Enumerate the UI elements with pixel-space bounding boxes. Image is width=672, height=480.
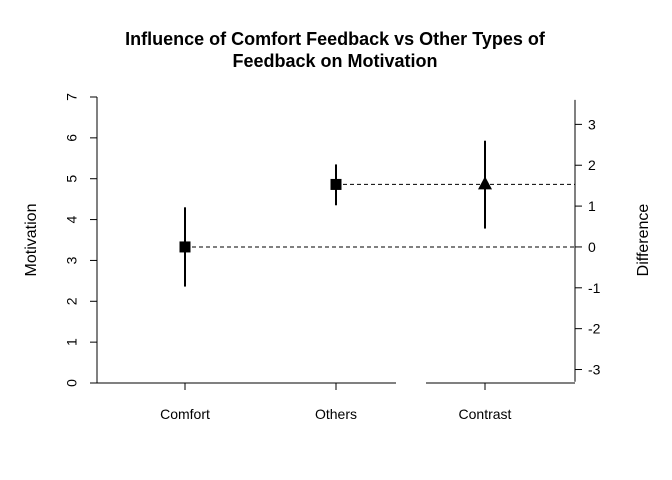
difference-marker-contrast [478, 176, 492, 190]
y2-tick-label: 3 [588, 116, 596, 132]
y2-tick-label: -3 [588, 362, 601, 378]
y-tick-label: 1 [64, 338, 80, 346]
y-tick-label: 0 [64, 379, 80, 387]
y2-tick-label: -1 [588, 280, 601, 296]
plot-area: 0 1 2 3 4 5 6 7 -3 -2 -1 0 1 2 3 Comfort Others Contrast [64, 93, 601, 422]
y-tick-label: 4 [64, 215, 80, 223]
y-tick-label: 5 [64, 175, 80, 183]
y2-tick-label: -2 [588, 321, 601, 337]
chart-title-line-2: Feedback on Motivation [232, 51, 437, 71]
y-axis-label: Motivation [23, 204, 40, 277]
y2-tick-label: 0 [588, 239, 596, 255]
y2-tick-label: 2 [588, 157, 596, 173]
y2-axis-label: Difference [635, 204, 652, 277]
x-tick-label: Comfort [160, 406, 210, 422]
mean-marker-others [330, 178, 342, 190]
x-tick-label: Contrast [459, 406, 512, 422]
y-tick-label: 2 [64, 297, 80, 305]
y-tick-label: 3 [64, 256, 80, 264]
y-tick-label: 6 [64, 134, 80, 142]
chart-title-line-1: Influence of Comfort Feedback vs Other T… [125, 29, 546, 49]
x-tick-label: Others [315, 406, 357, 422]
y-tick-label: 7 [64, 93, 80, 101]
y2-tick-label: 1 [588, 198, 596, 214]
mean-marker-comfort [179, 241, 191, 253]
